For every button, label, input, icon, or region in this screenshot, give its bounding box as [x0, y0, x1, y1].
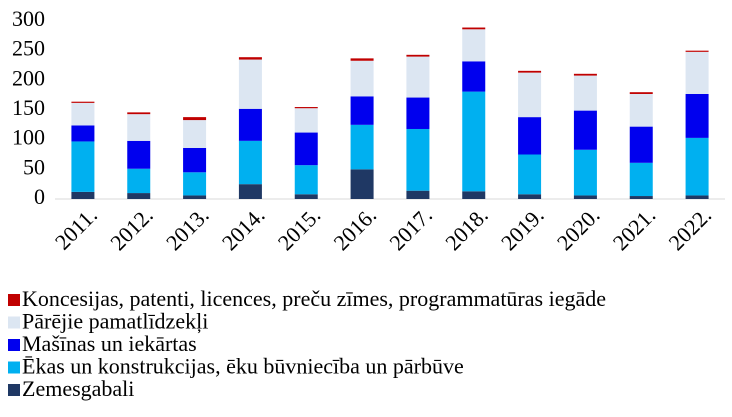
bar-segment	[350, 58, 374, 61]
bar-segment	[183, 195, 207, 199]
bar-segment	[127, 140, 151, 169]
bar-segment	[238, 57, 262, 60]
bar-segment	[71, 101, 95, 103]
bar-segment	[71, 102, 95, 126]
bar-segment	[462, 61, 486, 92]
x-tick-label: 2017.	[384, 202, 437, 255]
y-tick-label: 50	[23, 154, 45, 179]
bar-segment	[183, 147, 207, 173]
bar-segment	[629, 93, 653, 127]
bar-segment	[518, 72, 542, 118]
bar-segment	[685, 50, 709, 52]
bar-segment	[406, 54, 430, 57]
x-tick-label: 2014.	[217, 202, 270, 255]
bar-segment	[127, 112, 151, 115]
bar-segment	[294, 107, 318, 109]
bar-segment	[462, 191, 486, 199]
bar-segment	[127, 114, 151, 141]
y-tick-label: 200	[12, 65, 45, 90]
bar-segment	[685, 51, 709, 94]
bar-segment	[238, 184, 262, 199]
bar-segment	[573, 75, 597, 111]
bar-segment	[183, 117, 207, 121]
bar-segment	[294, 165, 318, 195]
x-tick-label: 2022.	[664, 202, 717, 255]
bar-segment	[573, 73, 597, 76]
bar-segment	[238, 108, 262, 141]
x-tick-label: 2019.	[496, 202, 549, 255]
bar-segment	[629, 126, 653, 163]
bar-segment	[462, 91, 486, 192]
bar-segment	[350, 124, 374, 170]
bar-segment	[518, 194, 542, 199]
bar-segment	[294, 132, 318, 166]
x-tick-label: 2020.	[552, 202, 605, 255]
x-tick-label: 2013.	[161, 202, 214, 255]
x-tick-label: 2015.	[273, 202, 326, 255]
legend-swatch	[8, 316, 20, 329]
bar-segment	[127, 193, 151, 199]
bar-segment	[685, 137, 709, 196]
bar-segment	[406, 190, 430, 199]
bar-segment	[685, 195, 709, 199]
bar-segment	[406, 97, 430, 129]
x-tick-label: 2021.	[608, 202, 661, 255]
x-tick-label: 2016.	[329, 202, 382, 255]
bar-segment	[406, 56, 430, 98]
bar-segment	[71, 191, 95, 199]
legend-label: Mašīnas un iekārtas	[22, 331, 197, 356]
bar-segment	[629, 162, 653, 197]
legend-label: Zemesgabali	[22, 376, 134, 401]
x-tick-label: 2018.	[440, 202, 493, 255]
x-tick-label: 2012.	[105, 202, 158, 255]
bar-segment	[573, 110, 597, 150]
bar-segment	[518, 117, 542, 155]
bar-segment	[294, 108, 318, 133]
bar-segment	[685, 93, 709, 138]
bar-segment	[238, 140, 262, 185]
bar-segment	[629, 92, 653, 94]
bar-segment	[406, 128, 430, 191]
bar-segment	[350, 169, 374, 199]
bar-segment	[350, 60, 374, 97]
legend-label: Ēkas un konstrukcijas, ēku būvniecība un…	[22, 354, 464, 379]
legend-swatch	[8, 339, 20, 351]
bar-segment	[71, 141, 95, 192]
bar-segment	[183, 172, 207, 196]
bar-segment	[518, 70, 542, 73]
bar-segment	[71, 125, 95, 142]
y-tick-label: 150	[12, 95, 45, 120]
bar-segment	[629, 196, 653, 199]
x-tick-label: 2011.	[50, 202, 102, 254]
legend-swatch	[8, 384, 20, 396]
bar-segment	[294, 194, 318, 199]
bar-segment	[462, 27, 486, 30]
y-tick-label: 300	[12, 6, 45, 31]
y-tick-label: 100	[12, 125, 45, 150]
y-tick-label: 250	[12, 36, 45, 61]
legend-label: Pārējie pamatlīdzekļi	[22, 309, 208, 334]
legend-swatch	[8, 361, 20, 374]
legend-label: Koncesijas, patenti, licences, preču zīm…	[22, 286, 606, 311]
bar-segment	[518, 154, 542, 195]
bar-segment	[238, 59, 262, 109]
bar-segment	[127, 168, 151, 194]
bar-segment	[462, 29, 486, 62]
bar-segment	[350, 96, 374, 125]
bar-segment	[183, 120, 207, 148]
bar-segment	[573, 195, 597, 199]
legend-swatch	[8, 294, 20, 306]
y-tick-label: 0	[34, 184, 45, 209]
bar-segment	[573, 149, 597, 196]
